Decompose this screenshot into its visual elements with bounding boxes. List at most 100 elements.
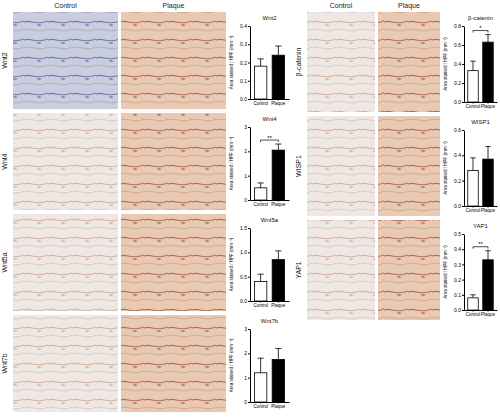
tick-label: 0.4 — [454, 246, 461, 252]
axis-title: Area stained / HPF (mm⁻¹) — [443, 37, 448, 91]
micrograph — [307, 12, 375, 112]
row-label: Wnt2 — [1, 52, 8, 68]
tick-mark — [248, 353, 250, 354]
error-bar — [485, 146, 490, 159]
tick-mark — [248, 99, 250, 100]
error-bar-stem — [488, 146, 489, 159]
tick-label: 2 — [244, 350, 247, 356]
error-bar — [470, 61, 475, 71]
plot-area — [468, 251, 494, 310]
tick-mark — [462, 130, 464, 131]
micrograph — [378, 220, 440, 320]
significance-label: * — [479, 25, 482, 31]
error-bar-stem — [278, 251, 279, 260]
error-bar — [275, 144, 281, 150]
error-bar-stem — [488, 251, 489, 260]
tick: 0.6 — [454, 42, 464, 48]
axis-title: Area stained / HPF (mm⁻¹) — [229, 237, 234, 291]
row-label: Wnt5a — [1, 252, 8, 272]
bar-chart: Wnt7bArea stained / HPF (mm⁻¹)0123Contro… — [229, 318, 290, 409]
tick-label: Control — [466, 104, 481, 109]
column-header: Plaque — [398, 2, 420, 10]
tick-mark — [248, 301, 250, 302]
tick-mark — [462, 295, 464, 296]
tick: 2 — [244, 148, 250, 154]
axis-line — [465, 206, 498, 207]
micrograph — [378, 12, 440, 112]
micrograph — [121, 214, 226, 311]
micrograph — [121, 315, 226, 412]
tick-label: Plaque — [481, 208, 496, 213]
tick-label: 0.4 — [454, 61, 461, 67]
error-bar-cap — [275, 144, 281, 145]
tick-mark — [248, 402, 250, 403]
tick-label: Plaque — [271, 101, 286, 106]
tick-label: 1 — [244, 375, 247, 381]
tick-label: 2 — [244, 148, 247, 154]
tick-mark — [248, 44, 250, 45]
tick: Plaque — [271, 200, 286, 207]
tick-mark — [248, 252, 250, 253]
plot-area — [468, 35, 494, 102]
tick-mark — [248, 329, 250, 330]
tick: 0.0 — [454, 203, 464, 209]
tick-label: 0.0 — [240, 298, 247, 304]
micrograph — [13, 315, 118, 412]
tick-label: 0.5 — [454, 231, 461, 237]
micrograph — [13, 214, 118, 311]
row-label: Wnt7b — [1, 353, 8, 373]
tick: 0.5 — [454, 231, 464, 237]
tick-label: 0.0 — [240, 96, 247, 102]
tick-mark — [462, 264, 464, 265]
error-bar-cap — [258, 274, 264, 275]
error-bar-cap — [275, 46, 281, 47]
tick-label: Plaque — [271, 404, 286, 409]
tick: 0.4 — [240, 23, 250, 29]
tick: 3 — [244, 326, 250, 332]
tick: 0.2 — [240, 60, 250, 66]
bar-chart: YAP1Area stained / HPF (mm⁻¹)0.00.10.20.… — [443, 223, 498, 317]
tick: Control — [253, 200, 268, 207]
tick-label: 3 — [244, 124, 247, 130]
tick: Control — [466, 310, 481, 317]
tick: 1 — [244, 173, 250, 179]
x-axis: ControlPlaque — [251, 301, 290, 308]
error-bar — [470, 158, 475, 171]
figure: ControlPlaqueWnt2Wnt2Area stained / HPF … — [0, 0, 500, 419]
tick-mark — [462, 234, 464, 235]
tick-mark — [462, 249, 464, 250]
error-bar-stem — [278, 144, 279, 150]
tick: Plaque — [271, 402, 286, 409]
tick-label: 0.3 — [240, 41, 247, 47]
tick: Control — [253, 301, 268, 308]
significance-label: ** — [267, 135, 272, 141]
axis-line — [250, 330, 251, 403]
tick: 0 — [244, 399, 250, 405]
tick-label: Plaque — [481, 312, 496, 317]
column-header: Control — [54, 2, 77, 9]
tick: Plaque — [271, 99, 286, 106]
error-bar-stem — [260, 183, 261, 188]
axis-title: Area stained / HPF (mm⁻¹) — [229, 338, 234, 392]
chart-title: β-catenin — [468, 15, 493, 21]
tick-label: 0.3 — [454, 262, 461, 268]
tick-label: 0.0 — [454, 99, 461, 105]
tick-mark — [248, 200, 250, 201]
bar — [272, 260, 284, 301]
axis-line — [464, 131, 465, 207]
tick-label: 0.1 — [240, 78, 247, 84]
tick-label: 0.0 — [454, 307, 461, 313]
error-bar-cap — [258, 358, 264, 359]
tick: 0.4 — [454, 152, 464, 158]
micrograph — [121, 12, 226, 109]
tick-label: 0.6 — [454, 127, 461, 133]
y-axis: 0.0 0.1 0.2 0.3 0.4 — [240, 23, 250, 102]
plot-area — [468, 146, 494, 206]
y-axis: 0.00.10.20.30.40.5 — [454, 231, 464, 313]
axis-title: Area stained / HPF (mm⁻¹) — [229, 136, 234, 190]
tick: Control — [466, 102, 481, 109]
tick-label: 0.2 — [454, 178, 461, 184]
tick-mark — [462, 83, 464, 84]
error-bar — [275, 348, 281, 359]
tick-mark — [248, 26, 250, 27]
